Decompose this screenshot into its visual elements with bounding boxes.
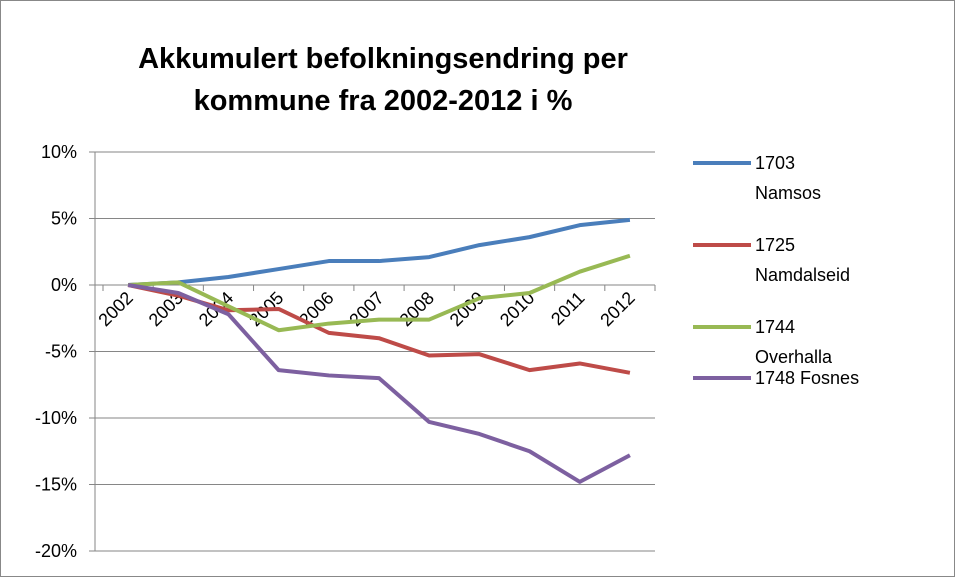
y-tick-label: 10%	[41, 142, 77, 162]
y-tick-label: 0%	[51, 275, 77, 295]
legend-entry: 1725 Namdalseid	[693, 230, 863, 290]
legend-swatch	[693, 243, 751, 247]
series-line	[127, 217, 631, 287]
y-tick-label: -20%	[35, 541, 77, 561]
legend-entry: 1744 Overhalla	[693, 312, 863, 372]
chart-title: Akkumulert befolkningsendring per kommun…	[138, 43, 628, 117]
legend-label: 1703 Namsos	[755, 153, 822, 203]
legend-label: 1748 Fosnes	[755, 368, 860, 388]
x-tick-label: 2007	[345, 288, 387, 330]
y-tick-label: -10%	[35, 408, 77, 428]
legend-swatch	[693, 325, 751, 329]
y-tick-label: -5%	[45, 342, 77, 362]
legend-label: 1744 Overhalla	[755, 317, 833, 367]
legend-entry: 1748 Fosnes	[693, 363, 863, 393]
legend-swatch	[693, 376, 751, 380]
legend-entry: 1703 Namsos	[693, 148, 863, 208]
x-tick-label: 2012	[596, 288, 638, 330]
legend-swatch	[693, 161, 751, 165]
x-tick-label: 2011	[547, 288, 589, 330]
y-tick-label: -15%	[35, 475, 77, 495]
series-line	[127, 253, 631, 333]
y-tick-label: 5%	[51, 209, 77, 229]
x-tick-label: 2008	[396, 288, 438, 330]
legend-label: 1725 Namdalseid	[755, 235, 851, 285]
series-line	[127, 283, 631, 484]
x-tick-label: 2002	[94, 288, 136, 330]
